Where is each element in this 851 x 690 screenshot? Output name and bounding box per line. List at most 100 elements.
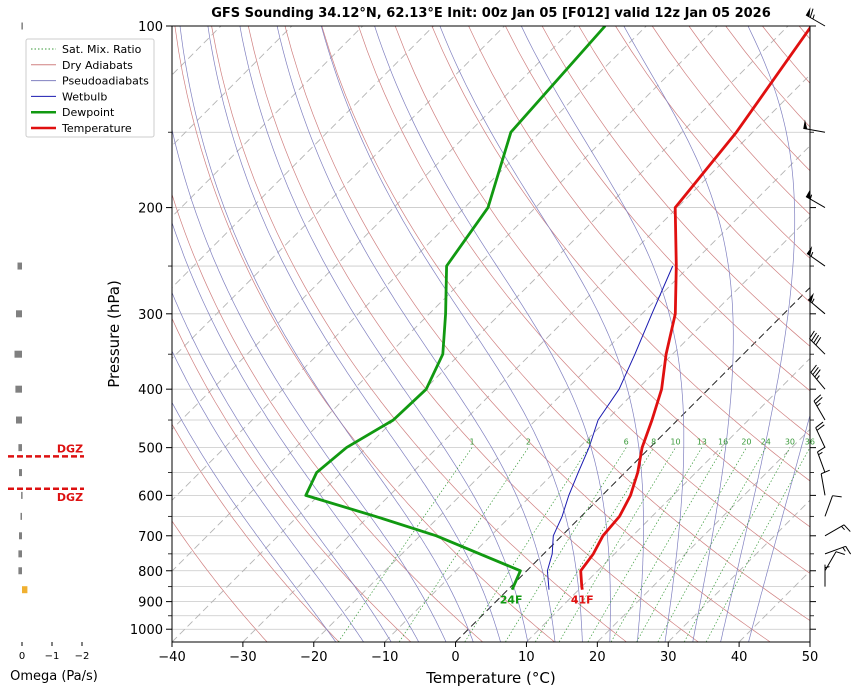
pseudoadiabat [623, 26, 734, 642]
pseudoadiabat [276, 26, 556, 642]
y-tick-label: 600 [138, 489, 163, 504]
dry-adiabat [358, 26, 810, 574]
barb-staff [817, 451, 826, 473]
barb-full [810, 364, 817, 373]
mixing-ratio-label: 24 [761, 438, 771, 447]
x-axis-label: Temperature (°C) [425, 669, 555, 687]
dry-adiabat [247, 26, 699, 642]
barb-half [842, 547, 846, 552]
omega-tick-label: −2 [75, 651, 90, 662]
barb-full [820, 469, 830, 475]
barb-full [812, 366, 819, 375]
x-tick-label: 0 [451, 650, 459, 665]
mixing-ratio-label: 1 [469, 438, 474, 447]
isotherm-line [242, 74, 810, 642]
barb-half [812, 14, 815, 20]
mixing-ratio-line [534, 447, 654, 642]
chart-title: GFS Sounding 34.12°N, 62.13°E Init: 00z … [211, 6, 771, 21]
dry-adiabat [798, 26, 810, 40]
profile-lines [304, 26, 810, 591]
wind-barb [807, 292, 826, 315]
wind-barb [824, 524, 851, 537]
pseudoadiabat [320, 26, 583, 642]
isotherm-line [313, 145, 810, 642]
y-tick-label: 100 [138, 20, 163, 35]
wind-barb [813, 394, 826, 421]
wind-barb [803, 119, 826, 133]
mixing-ratio-line [683, 447, 791, 642]
wind-barbs [803, 7, 851, 587]
wind-barb [820, 469, 830, 496]
omega-panel: 0 −1 −2 DGZ DGZ [8, 22, 90, 662]
dry-adiabat [172, 520, 268, 642]
y-tick-label: 500 [138, 442, 163, 457]
omega-axis-label: Omega (Pa/s) [10, 669, 98, 684]
pseudoadiabat [748, 413, 810, 642]
pseudoadiabat [207, 26, 501, 642]
x-tick-label: −10 [371, 650, 398, 665]
mixing-ratio-line [587, 447, 703, 642]
mixing-ratio-line [398, 447, 529, 642]
mixing-ratio-label: 6 [624, 438, 629, 447]
barb-full [815, 336, 822, 346]
barb-half [811, 298, 815, 304]
barb-full [845, 546, 851, 555]
barb-full [815, 421, 824, 429]
omega-tick-label: −1 [45, 651, 60, 662]
barb-full [816, 424, 825, 431]
x-tick-label: 30 [660, 650, 677, 665]
wind-barb [824, 551, 845, 572]
pseudoadiabat [179, 26, 474, 642]
legend-entry: Dry Adiabats [62, 59, 133, 72]
omega-tick-label: 0 [19, 651, 25, 662]
mixing-ratio-line [636, 447, 747, 642]
omega-bar [16, 310, 22, 318]
y-tick-label: 800 [138, 565, 163, 580]
omega-bar [19, 469, 22, 477]
pseudoadiabat [520, 26, 685, 642]
barb-staff [824, 545, 846, 555]
barb-full [811, 332, 817, 342]
barb-staff [824, 524, 845, 537]
pseudoadiabat [439, 26, 644, 642]
axes: 24F 41F −40 −30 −20 −10 0 10 20 30 40 50 100 200 300 40… [130, 20, 818, 665]
wind-barb [806, 246, 826, 267]
isotherm-line [526, 357, 810, 642]
y-axis-label: Pressure (hPa) [105, 280, 123, 388]
x-tick-label: −20 [300, 650, 327, 665]
isotherm-line [172, 26, 789, 642]
wind-barb [815, 421, 826, 448]
barb-half [824, 566, 830, 569]
barb-half [810, 251, 814, 257]
barb-staff [805, 14, 826, 27]
dgz-label: DGZ [57, 491, 83, 504]
dry-adiabat [174, 26, 555, 642]
dry-adiabat [688, 26, 810, 172]
isotherm-line [172, 26, 576, 430]
mixing-ratio-label: 8 [651, 438, 656, 447]
x-tick-label: 10 [518, 650, 535, 665]
omega-bar [22, 586, 28, 594]
y-tick-label: 300 [138, 308, 163, 323]
wind-barb [805, 188, 826, 209]
legend-entry: Sat. Mix. Ratio [62, 43, 142, 56]
y-tick-label: 1000 [130, 623, 163, 638]
y-tick-label: 900 [138, 596, 163, 611]
dgz-label: DGZ [57, 442, 83, 455]
barb-half [818, 451, 823, 456]
mixing-ratio-label: 10 [670, 438, 680, 447]
pseudoadiabat [720, 26, 796, 642]
barb-staff [805, 196, 826, 209]
dry-adiabat [541, 26, 810, 347]
y-tick-label: 200 [138, 202, 163, 217]
barb-staff [824, 495, 833, 517]
wind-barb [824, 545, 851, 555]
omega-bar [21, 22, 23, 30]
barb-staff [820, 473, 826, 496]
mixing-ratio-label: 30 [785, 438, 795, 447]
x-tick-label: −30 [229, 650, 256, 665]
barb-flag [805, 188, 811, 199]
barb-full [813, 334, 820, 344]
y-tick-label: 700 [138, 530, 163, 545]
